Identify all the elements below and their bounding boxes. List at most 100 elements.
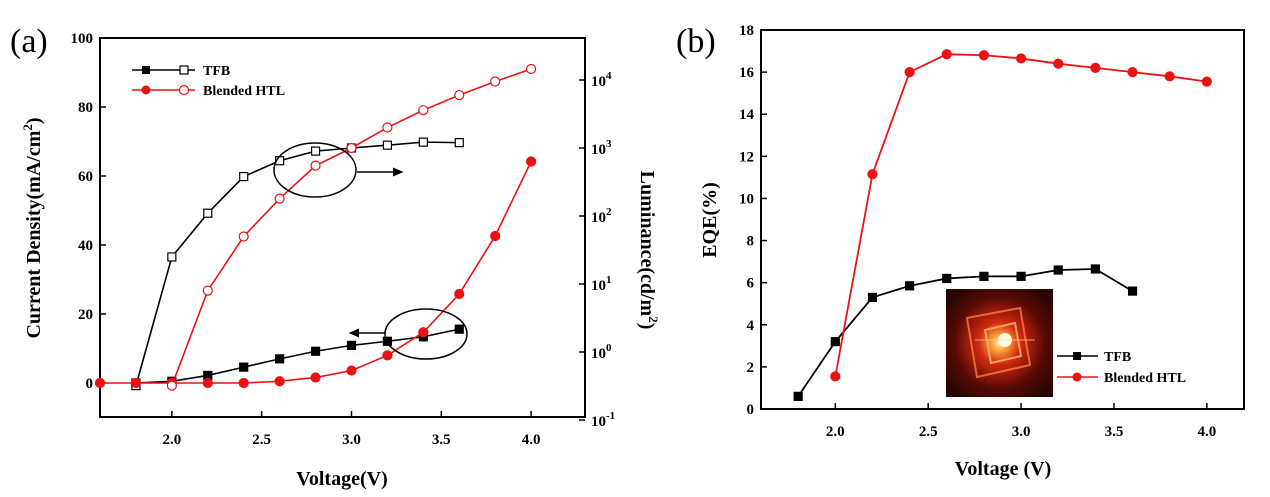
panel-a-series-line-3 xyxy=(171,68,532,386)
panel-b-x-tick-label: 3.0 xyxy=(1012,424,1031,440)
panel-b-label: (b) xyxy=(676,23,716,60)
panel-b-y-ticks: 0 2 4 6 8 10 12 14 16 18 xyxy=(739,23,767,418)
annotation-ellipse-luminance xyxy=(273,142,357,198)
panel-a-data-point xyxy=(238,377,249,389)
panel-b-data-point xyxy=(867,292,878,303)
panel-a-label: (a) xyxy=(10,23,48,60)
panel-b-data-point xyxy=(830,371,841,382)
panel-a-y2-axis-label: Luminance(cd/m2) xyxy=(636,171,661,330)
panel-a-y-tick-label: 60 xyxy=(78,169,93,185)
panel-a-data-point xyxy=(310,372,321,383)
legend-marker-blended-open xyxy=(178,84,190,96)
panel-a-data-point xyxy=(454,89,465,101)
panel-a-y-tick-label: 100 xyxy=(71,31,94,47)
panel-a-data-point xyxy=(202,377,213,389)
panel-b-legend: TFB Blended HTL xyxy=(1057,350,1186,386)
legend-marker-blended-b xyxy=(1072,372,1082,382)
inset-photo-frame-inner xyxy=(983,321,1023,365)
panel-a-y-tick-label: 80 xyxy=(78,100,93,116)
panel-a-y2-tick-label: 104 xyxy=(591,70,612,90)
panel-a-data-point xyxy=(382,122,393,133)
inset-device-photo xyxy=(946,289,1053,397)
panel-a-data-point xyxy=(346,340,357,350)
panel-b-y-tick-label: 8 xyxy=(747,234,755,250)
panel-a-series-line-1 xyxy=(135,141,460,386)
panel-a-y2-tick-label: 102 xyxy=(591,206,612,226)
panel-b-data-point xyxy=(867,169,878,180)
legend-label-blended: Blended HTL xyxy=(203,84,285,99)
legend-label-blended-b: Blended HTL xyxy=(1104,371,1186,386)
panel-a-y2-tick-label: 10-1 xyxy=(591,410,615,430)
panel-a-data-point xyxy=(418,105,429,116)
panel-b-data-point xyxy=(1090,264,1100,274)
panel-a-data-point xyxy=(418,137,428,147)
panel-a-data-point xyxy=(202,285,213,296)
panel-a-y2-tick-label: 101 xyxy=(591,274,612,294)
panel-a-data-point xyxy=(310,160,321,171)
panel-b-data-point xyxy=(1127,286,1138,296)
panel-a-data-point xyxy=(454,288,465,300)
panel-b-data-point xyxy=(979,271,989,281)
panel-a-data-point xyxy=(203,208,213,218)
panel-a-data-point xyxy=(346,142,357,154)
panel-a-x-tick-label: 2.0 xyxy=(162,432,181,448)
panel-a-data-point xyxy=(346,365,357,376)
panel-a-data-point xyxy=(310,146,321,156)
panel-b-data-point xyxy=(1090,62,1101,74)
panel-b-data-point xyxy=(904,67,915,78)
panel-a-y-tick-label: 40 xyxy=(78,238,93,254)
panel-a-data-point xyxy=(130,377,142,389)
panel-b-data-point xyxy=(905,281,915,291)
panel-a-data-point xyxy=(382,140,393,150)
panel-b-data-point xyxy=(1201,76,1212,87)
panel-b-series-line-0 xyxy=(797,268,1133,397)
panel-b-y-tick-label: 14 xyxy=(739,107,755,123)
legend-label-tfb-b: TFB xyxy=(1104,350,1131,365)
panel-a-x-tick-label: 3.5 xyxy=(432,432,451,448)
panel-a-y-axis-label: Current Density(mA/cm2) xyxy=(20,117,45,338)
panel-a-y2-ticks: 10-1 100 101 102 103 104 xyxy=(579,70,615,430)
panel-b-data-point xyxy=(941,49,952,60)
panel-b-x-axis-label: Voltage (V) xyxy=(955,458,1051,480)
panel-b-y-tick-label: 18 xyxy=(739,23,754,39)
panel-b-data-point xyxy=(1164,71,1175,82)
panel-a: (a) 2.0 2.5 3.0 3.5 4.0 0 20 40 60 80 100 10-1 100… xyxy=(10,23,661,490)
panel-b-data-point xyxy=(1127,67,1138,78)
legend-marker-tfb-open xyxy=(179,65,189,75)
panel-b-x-tick-label: 2.0 xyxy=(826,424,845,440)
panel-b-y-tick-label: 0 xyxy=(747,402,755,418)
legend-label-tfb: TFB xyxy=(203,64,230,79)
panel-b-y-tick-label: 4 xyxy=(747,318,755,334)
panel-a-data-point xyxy=(454,324,464,334)
panel-a-y-tick-label: 0 xyxy=(86,376,94,392)
panel-b-data-point xyxy=(1053,265,1063,275)
panel-b-plot-frame xyxy=(760,29,1245,410)
panel-a-x-tick-label: 4.0 xyxy=(522,432,541,448)
panel-a-data-point xyxy=(166,380,177,391)
panel-b-data-point xyxy=(942,273,952,284)
panel-b-x-tick-label: 3.5 xyxy=(1105,424,1124,440)
inset-photo-frame-outer xyxy=(965,306,1032,379)
panel-a-x-axis-label: Voltage(V) xyxy=(296,468,387,490)
panel-b-data-point xyxy=(1015,53,1027,64)
legend-marker-blended-filled xyxy=(141,85,151,95)
panel-a-data-point xyxy=(167,252,177,262)
panel-a-legend: TFB Blended HTL xyxy=(132,64,285,99)
panel-a-data-point xyxy=(418,327,429,338)
panel-a-data-point xyxy=(454,138,464,148)
panel-a-data-point xyxy=(490,230,501,242)
panel-b-data-point xyxy=(978,50,990,61)
annotation-ellipse-current xyxy=(384,308,468,360)
panel-a-data-point xyxy=(239,362,249,372)
panel-a-data-point xyxy=(238,231,249,242)
panel-b-y-tick-label: 12 xyxy=(739,149,754,165)
panel-b-x-tick-label: 4.0 xyxy=(1197,424,1216,440)
panel-a-data-point xyxy=(274,376,285,387)
panel-b-x-ticks: 2.0 2.5 3.0 3.5 4.0 xyxy=(826,403,1216,440)
panel-a-x-ticks: 2.0 2.5 3.0 3.5 4.0 xyxy=(162,411,540,448)
panel-a-y2-tick-label: 100 xyxy=(591,342,612,362)
panel-b-y-tick-label: 6 xyxy=(747,276,755,292)
panel-a-data-point xyxy=(526,156,537,167)
legend-marker-tfb-b xyxy=(1073,352,1081,360)
